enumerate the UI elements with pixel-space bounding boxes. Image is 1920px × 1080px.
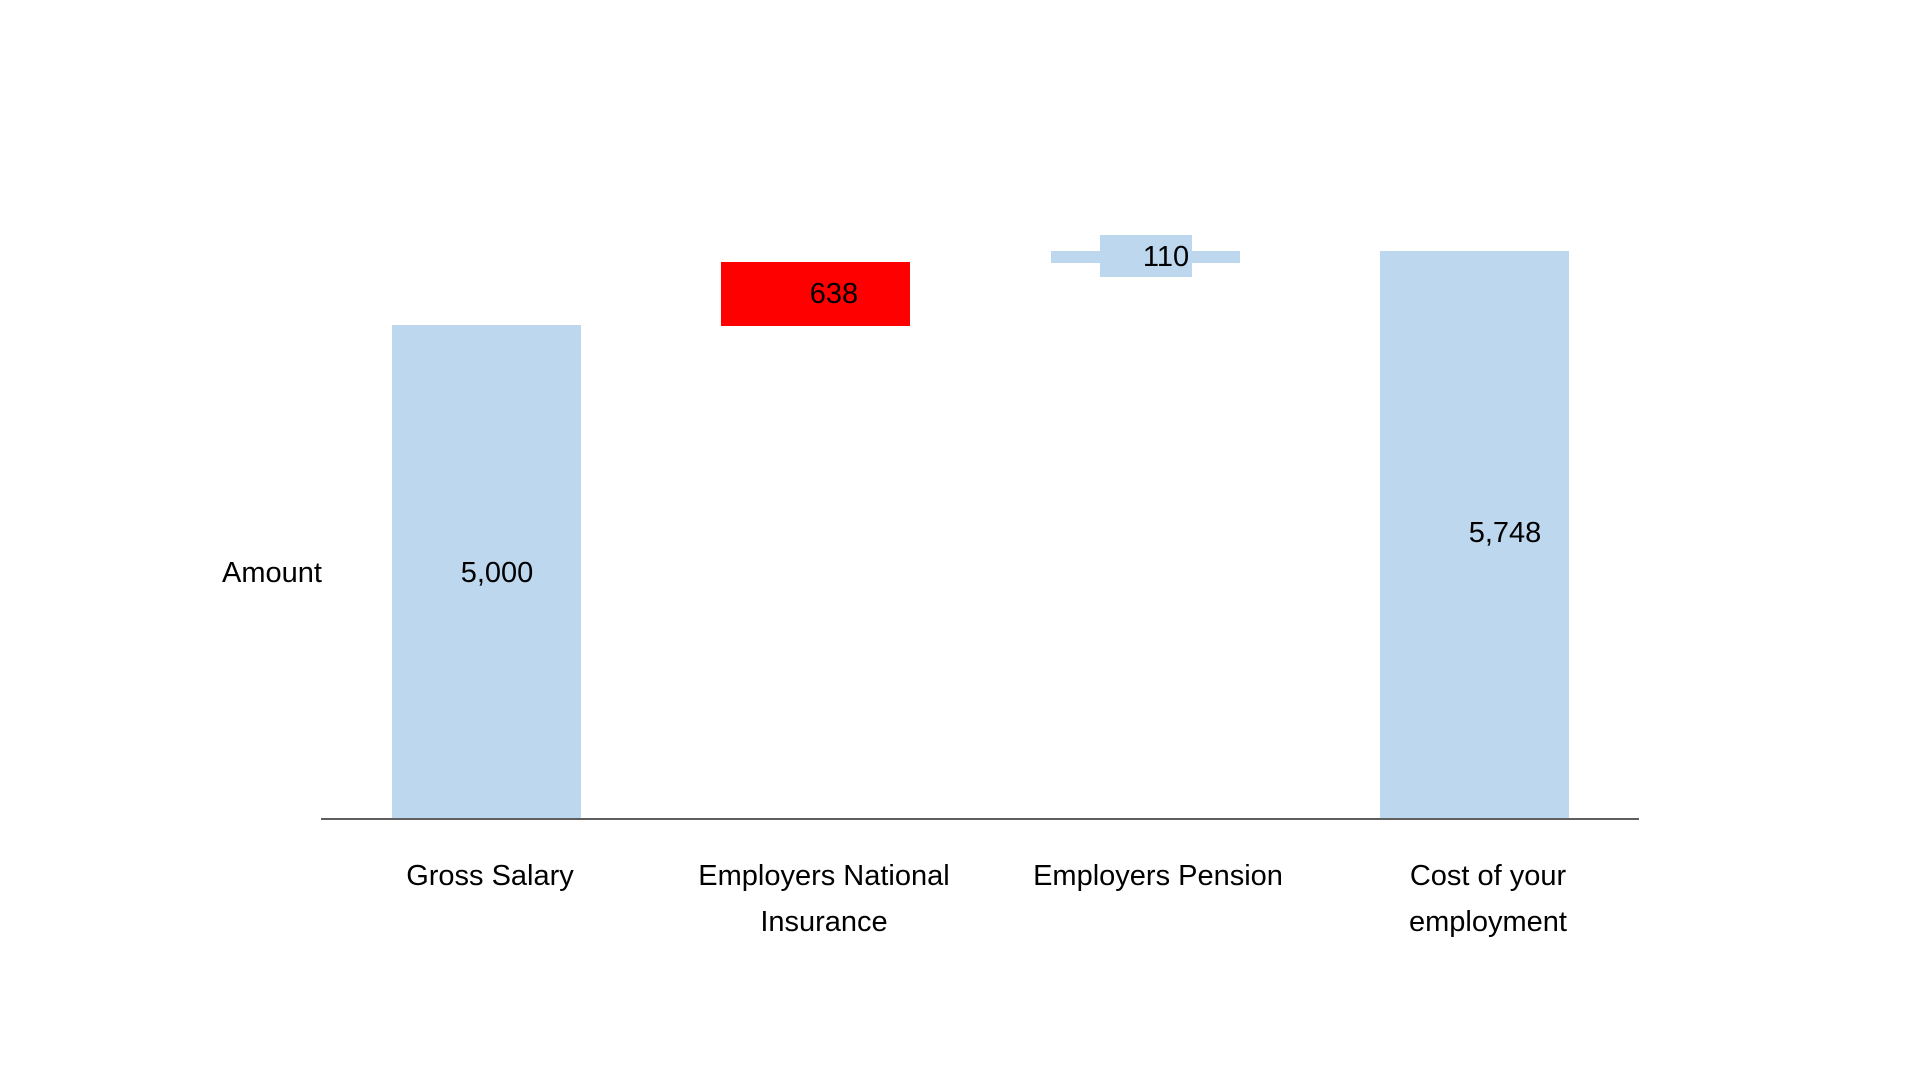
bar-cost-of-employment — [1380, 251, 1569, 819]
category-label-employers-ni: Employers National Insurance — [698, 860, 950, 938]
category-label-employers-pension: Employers Pension — [1033, 860, 1283, 892]
value-label-box-pension — [1100, 235, 1192, 277]
category-label-cost-of-employment: Cost of your employment — [1409, 860, 1567, 938]
bar-gross-salary — [392, 325, 581, 819]
value-label-cost-of-employment: 5,748 — [1468, 517, 1542, 549]
value-label-gross-salary: 5,000 — [460, 557, 534, 589]
value-label-employers-pension: 110 — [1142, 241, 1190, 273]
category-label-gross-salary: Gross Salary — [406, 860, 574, 892]
bar-employers-ni — [721, 262, 910, 326]
value-label-employers-ni: 638 — [809, 278, 859, 310]
y-axis-title: Amount — [222, 557, 322, 589]
x-axis-line — [321, 818, 1639, 820]
